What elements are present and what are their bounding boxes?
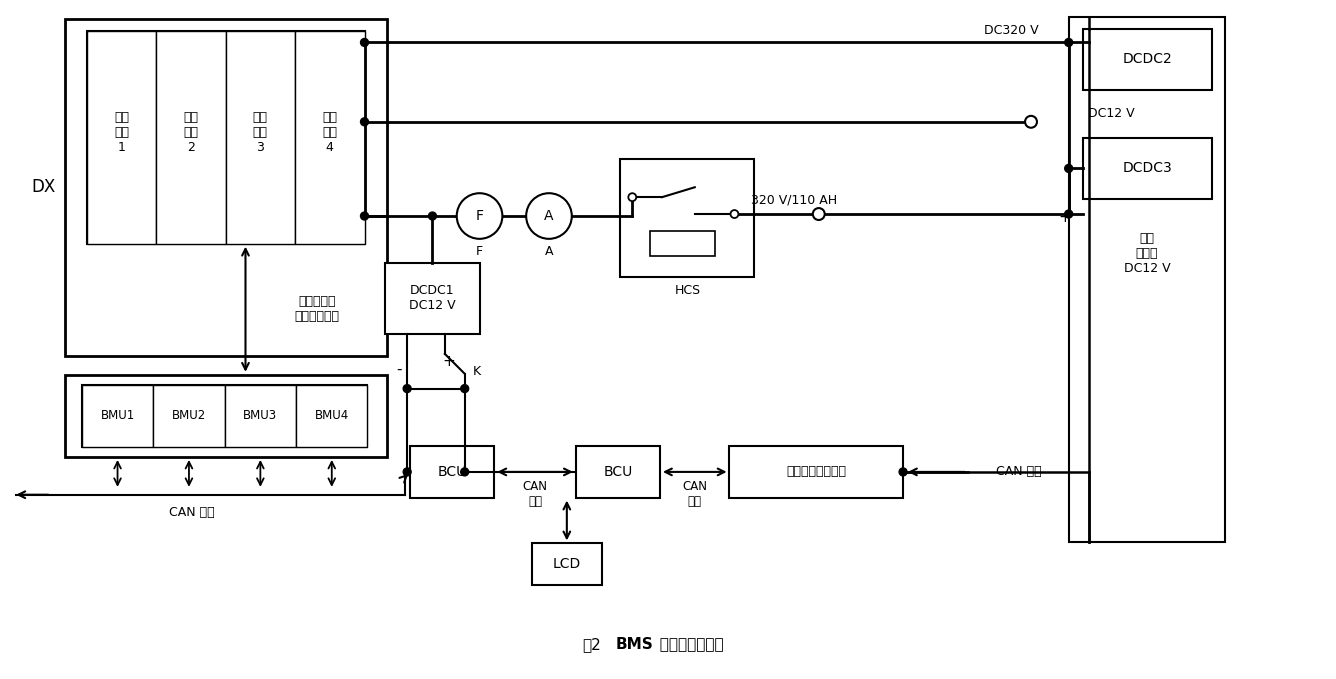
Circle shape [1065,164,1073,172]
Text: BMS: BMS [616,637,653,652]
Circle shape [899,468,907,476]
Circle shape [429,212,437,220]
Text: 电池
模块
3: 电池 模块 3 [253,111,267,153]
Circle shape [361,212,369,220]
Text: HCS: HCS [675,284,700,297]
Bar [81,384,154,447]
Text: BMU4: BMU4 [315,409,349,422]
Bar [156,31,226,244]
Text: 320 V/110 AH: 320 V/110 AH [751,194,838,206]
Text: BMU2: BMU2 [172,409,206,422]
Text: DC12 V: DC12 V [1088,107,1134,120]
Text: DC320 V: DC320 V [983,24,1038,37]
Text: 电池
模块
2: 电池 模块 2 [183,111,199,153]
Text: -: - [397,363,402,378]
Bar [87,31,365,244]
Bar [620,160,755,276]
Bar [729,446,903,498]
Text: DCDC2: DCDC2 [1122,52,1172,67]
Text: BMU1: BMU1 [100,409,135,422]
Bar [1069,17,1225,543]
Text: 系统电气原理图: 系统电气原理图 [651,637,724,652]
Circle shape [1065,39,1073,46]
Bar [224,384,297,447]
Text: DCDC1
DC12 V: DCDC1 DC12 V [409,285,456,312]
Bar [87,31,156,244]
Text: LCD: LCD [553,557,581,571]
Bar [297,384,367,447]
Text: 电池
模块
4: 电池 模块 4 [322,111,337,153]
Circle shape [1065,210,1073,218]
Text: BCU: BCU [604,465,632,479]
Circle shape [361,118,369,126]
Circle shape [403,468,411,476]
Bar [295,31,365,244]
Text: A: A [544,209,553,223]
Text: 本质安全型中继器: 本质安全型中继器 [787,465,846,479]
Text: DX: DX [31,179,55,196]
Bar [532,543,601,585]
Circle shape [628,194,636,201]
Text: +: + [442,354,456,369]
Circle shape [461,468,469,476]
Bar [65,18,387,356]
Text: CAN 总线: CAN 总线 [170,506,215,519]
Text: F: F [476,245,484,258]
Text: K: K [473,365,481,378]
Bar [576,446,660,498]
Text: 电池
模块
1: 电池 模块 1 [114,111,130,153]
Circle shape [461,384,469,392]
Bar [410,446,494,498]
Circle shape [1025,116,1037,128]
Circle shape [361,39,369,46]
Text: 图2: 图2 [581,637,601,652]
Text: DCDC3: DCDC3 [1122,162,1172,175]
Bar [65,375,387,457]
Circle shape [457,194,502,239]
Bar [1082,138,1212,199]
Circle shape [403,384,411,392]
Bar [154,384,224,447]
Circle shape [812,208,824,220]
Text: +: + [1058,210,1071,225]
Text: 单体电压计
温度采集线束: 单体电压计 温度采集线束 [294,295,339,323]
Bar [385,263,480,334]
Bar [226,31,295,244]
Bar [651,231,715,256]
Text: 本质
安全型
DC12 V: 本质 安全型 DC12 V [1124,232,1170,275]
Text: BMU3: BMU3 [243,409,278,422]
Bar [1082,29,1212,90]
Circle shape [526,194,572,239]
Circle shape [731,210,739,218]
Text: CAN
总线: CAN 总线 [522,480,548,508]
Text: BCU: BCU [438,465,466,479]
Text: F: F [476,209,484,223]
Text: A: A [545,245,553,258]
Bar [81,384,367,447]
Text: CAN 总线: CAN 总线 [997,465,1042,479]
Text: CAN
总线: CAN 总线 [683,480,707,508]
